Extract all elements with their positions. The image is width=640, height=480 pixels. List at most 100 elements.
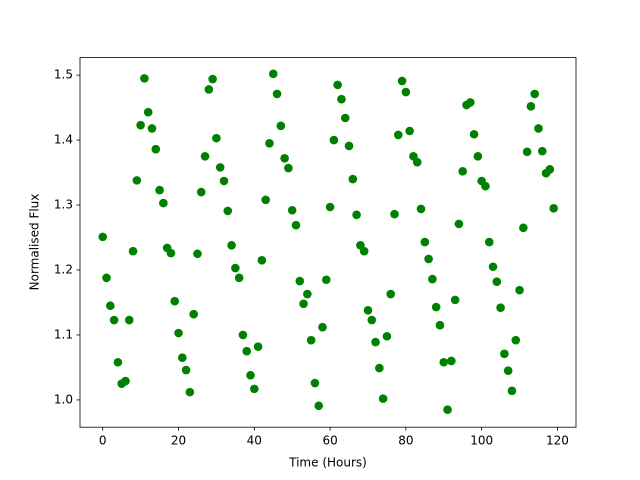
point xyxy=(329,135,339,145)
point xyxy=(261,195,270,205)
point xyxy=(284,163,293,173)
point xyxy=(454,219,464,229)
point xyxy=(534,124,543,133)
point xyxy=(325,202,335,212)
point xyxy=(287,205,297,215)
point xyxy=(136,120,145,130)
point xyxy=(128,246,138,256)
point xyxy=(321,275,331,285)
point xyxy=(234,273,244,283)
point xyxy=(390,209,399,219)
point xyxy=(378,394,388,403)
point xyxy=(185,387,195,397)
point xyxy=(511,335,521,345)
point xyxy=(519,223,528,233)
point xyxy=(439,357,449,367)
point xyxy=(359,246,369,256)
x-tick-label: 40 xyxy=(247,434,262,448)
point xyxy=(280,153,289,163)
point xyxy=(473,152,483,161)
point xyxy=(143,107,153,117)
point xyxy=(337,94,346,104)
point xyxy=(431,302,441,312)
point xyxy=(299,299,308,309)
point xyxy=(458,166,468,176)
x-tick-label: 120 xyxy=(546,434,569,448)
point xyxy=(250,384,259,394)
point xyxy=(242,346,252,356)
point xyxy=(200,152,210,161)
x-tick-label: 80 xyxy=(398,434,413,448)
point xyxy=(503,366,513,375)
x-tick-label: 0 xyxy=(99,434,107,448)
point xyxy=(272,89,282,99)
x-tick-label: 20 xyxy=(171,434,186,448)
point xyxy=(303,289,312,299)
point xyxy=(174,328,183,338)
point xyxy=(291,220,301,230)
x-tick-label: 60 xyxy=(322,434,337,448)
point xyxy=(102,273,111,283)
point xyxy=(405,126,414,136)
point xyxy=(253,342,263,351)
y-tick-label: 1.4 xyxy=(54,133,73,147)
point xyxy=(181,365,191,375)
point xyxy=(382,331,392,341)
point xyxy=(159,198,168,208)
point xyxy=(306,335,316,345)
point xyxy=(507,386,517,396)
point xyxy=(447,356,456,366)
point xyxy=(367,315,377,325)
x-tick-label: 100 xyxy=(470,434,493,448)
point xyxy=(371,337,380,347)
point xyxy=(537,146,547,156)
point xyxy=(481,181,490,191)
point xyxy=(500,349,509,359)
point xyxy=(484,237,494,247)
point xyxy=(340,113,350,123)
point xyxy=(257,255,267,265)
point xyxy=(352,210,361,220)
point xyxy=(496,303,505,312)
point xyxy=(109,315,119,325)
point xyxy=(420,237,430,247)
point xyxy=(121,376,130,386)
point xyxy=(397,76,407,86)
point xyxy=(310,378,320,388)
point xyxy=(295,276,305,286)
x-axis-label: Time (Hours) xyxy=(288,456,367,470)
point xyxy=(515,285,524,295)
point xyxy=(469,129,479,139)
y-tick-label: 1.2 xyxy=(54,263,73,277)
point xyxy=(386,289,396,299)
point xyxy=(106,301,115,311)
point xyxy=(549,203,558,213)
point xyxy=(416,204,426,214)
point xyxy=(147,124,157,133)
point xyxy=(333,80,342,90)
point xyxy=(151,144,161,154)
point xyxy=(132,176,142,185)
point xyxy=(465,98,475,107)
point xyxy=(189,309,198,319)
point xyxy=(124,315,134,325)
point xyxy=(424,254,433,264)
point xyxy=(522,147,532,157)
point xyxy=(492,277,502,286)
point xyxy=(344,141,354,151)
y-tick-label: 1.3 xyxy=(54,198,73,212)
point xyxy=(488,262,498,272)
point xyxy=(193,249,202,259)
point xyxy=(204,85,214,94)
point xyxy=(223,206,233,216)
point xyxy=(276,121,286,131)
point xyxy=(140,74,149,83)
point xyxy=(526,102,536,111)
point xyxy=(155,185,164,195)
point xyxy=(231,263,240,273)
point xyxy=(428,274,437,284)
point xyxy=(348,174,358,184)
y-tick-label: 1.5 xyxy=(54,68,73,82)
point xyxy=(170,296,180,306)
